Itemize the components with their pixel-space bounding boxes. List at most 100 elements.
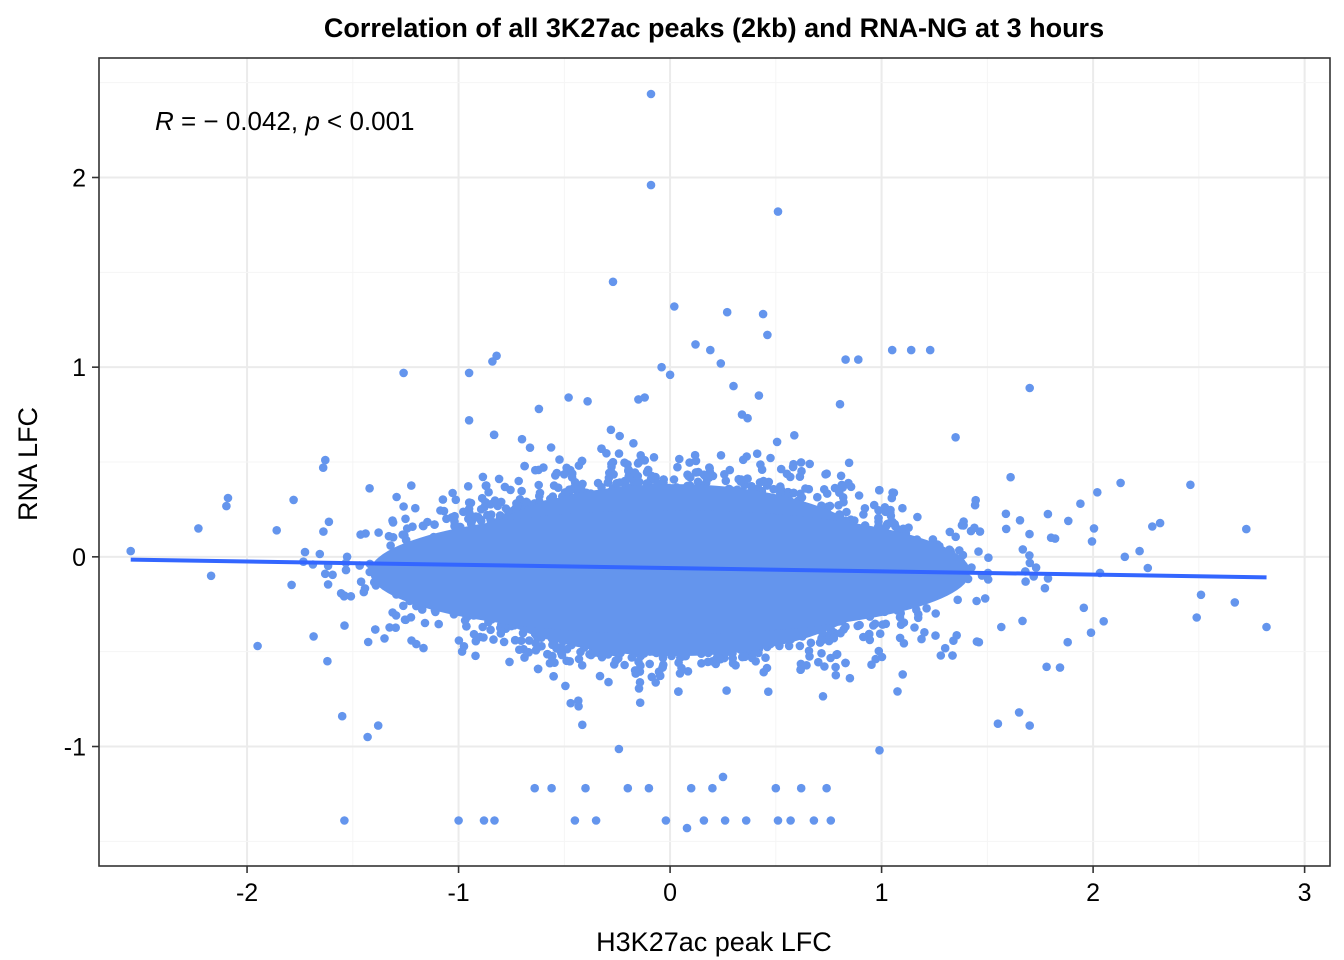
data-point [546, 443, 556, 452]
data-point [494, 474, 504, 484]
data-point [438, 495, 448, 504]
data-point [489, 635, 498, 644]
data-point [752, 449, 762, 459]
data-point [471, 651, 480, 661]
gridlines [99, 58, 1330, 866]
data-point [633, 459, 643, 468]
data-point [319, 527, 328, 536]
data-point [614, 449, 624, 458]
data-point [818, 635, 827, 645]
data-point [517, 486, 526, 496]
data-point [888, 488, 897, 497]
data-point [1143, 563, 1153, 573]
data-point [1040, 583, 1050, 593]
data-point [796, 665, 805, 674]
data-point [578, 720, 587, 730]
data-point [819, 485, 829, 494]
data-point [953, 595, 962, 605]
data-point [346, 592, 356, 601]
data-point [855, 620, 864, 630]
data-point [940, 643, 950, 653]
data-point [340, 621, 349, 630]
data-point [608, 457, 618, 467]
data-point [756, 460, 765, 469]
data-point [673, 462, 682, 472]
data-point [983, 575, 993, 584]
data-point [974, 547, 983, 556]
data-point [818, 692, 828, 701]
data-point [813, 492, 822, 502]
data-point [716, 451, 726, 460]
data-point [669, 475, 679, 484]
data-point [597, 444, 606, 454]
data-point [411, 503, 420, 513]
data-point [402, 524, 412, 533]
data-point [324, 517, 334, 527]
data-point [620, 660, 629, 670]
data-point [320, 569, 330, 579]
data-point [553, 483, 563, 493]
data-point [776, 464, 786, 474]
data-point [486, 625, 495, 635]
data-point [645, 659, 654, 669]
data-point [797, 466, 806, 476]
data-point [801, 484, 810, 493]
data-point [505, 657, 514, 667]
data-point [842, 507, 851, 517]
data-point [300, 547, 310, 557]
data-point [747, 482, 756, 491]
data-point [629, 439, 638, 448]
data-point [875, 629, 885, 638]
data-point [772, 437, 782, 447]
data-point [342, 552, 352, 562]
data-point [520, 653, 529, 662]
data-point [577, 661, 587, 670]
data-point [841, 658, 850, 668]
data-point [430, 520, 439, 529]
data-point [309, 632, 318, 641]
data-point [635, 698, 645, 707]
data-point [574, 696, 583, 705]
data-point [685, 458, 694, 467]
data-point [1015, 516, 1025, 525]
data-point [566, 698, 575, 708]
data-point [534, 480, 543, 490]
data-point [820, 662, 829, 671]
data-point [407, 481, 416, 490]
data-point [722, 686, 731, 695]
data-point [1089, 524, 1099, 533]
data-point [831, 662, 840, 672]
data-point [674, 687, 683, 696]
data-point [972, 596, 981, 606]
data-point [836, 471, 846, 481]
data-point [869, 621, 878, 630]
data-point [514, 476, 523, 486]
data-point [561, 681, 570, 691]
data-points [126, 89, 1271, 833]
data-point [931, 609, 940, 618]
data-point [835, 399, 845, 409]
data-point [399, 601, 408, 611]
data-point [1155, 518, 1165, 528]
data-point [806, 638, 816, 648]
data-point [360, 584, 370, 593]
data-point [766, 453, 775, 463]
data-point [844, 458, 854, 468]
data-point [1079, 603, 1089, 613]
data-point [759, 667, 768, 677]
data-point [922, 604, 931, 613]
data-point [323, 580, 333, 589]
data-point [683, 667, 693, 676]
data-point [565, 657, 575, 666]
data-point [392, 492, 401, 502]
data-point [725, 465, 735, 475]
data-point [448, 488, 457, 498]
data-point [1025, 558, 1035, 568]
data-point [796, 458, 806, 467]
data-point [738, 455, 748, 465]
data-point [222, 501, 231, 511]
data-point [399, 502, 408, 511]
data-point [817, 649, 826, 658]
data-point [1031, 563, 1041, 572]
